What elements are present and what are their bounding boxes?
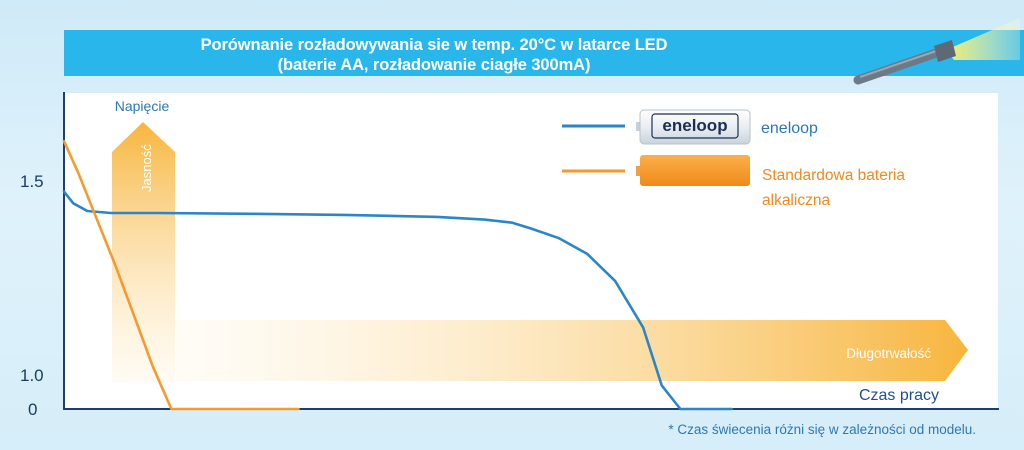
legend-label-eneloop: eneloop	[761, 120, 818, 137]
chart-title: Porównanie rozładowywania sie w temp. 20…	[200, 36, 668, 54]
eneloop-battery-icon: eneloop	[636, 109, 751, 145]
alkaline-battery-icon	[636, 155, 750, 186]
legend: eneloop eneloop Standardowa bateria alka…	[562, 109, 909, 209]
series-line-eneloop	[62, 190, 734, 411]
flashlight-icon	[853, 18, 1020, 85]
y-axis-label: Napięcie	[115, 98, 170, 114]
chart-subtitle: (baterie AA, rozładowanie ciagłe 300mA)	[277, 56, 591, 74]
series-line-alkaline	[62, 139, 300, 411]
y-tick-label: 0	[28, 400, 37, 419]
vertical-arrow-label: Jasność	[139, 144, 154, 192]
y-tick-label: 1.0	[20, 366, 44, 385]
legend-label-alkaline: Standardowa bateria alkaliczna	[762, 167, 909, 209]
battery-label: eneloop	[662, 116, 727, 135]
x-axis-label: Czas pracy	[859, 387, 939, 404]
longevity-arrow	[176, 320, 968, 381]
horizontal-arrow-label: Długotrwałość	[846, 346, 931, 361]
brightness-arrow	[112, 122, 175, 382]
footnote: * Czas świecenia różni się w zależności …	[668, 422, 976, 437]
y-tick-label: 1.5	[20, 172, 44, 191]
title-bar	[64, 30, 1024, 76]
